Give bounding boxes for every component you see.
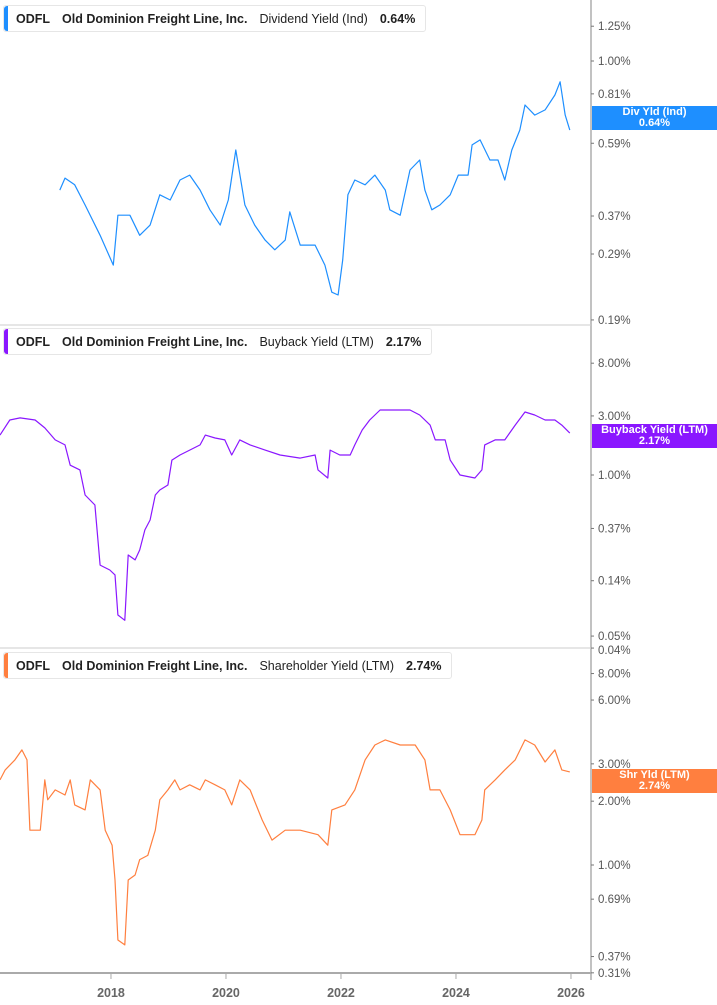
y-tick-label: 1.25% bbox=[598, 21, 631, 33]
metric-name: Shareholder Yield (LTM) bbox=[259, 658, 395, 673]
last-value-badge-buyback: Buyback Yield (LTM) 2.17% bbox=[592, 424, 717, 448]
dividend-yield-line bbox=[59, 81, 571, 296]
y-tick-label: 1.00% bbox=[598, 470, 631, 482]
y-tick-label: 3.00% bbox=[598, 411, 631, 423]
last-value-badge-dividend: Div Yld (Ind) 0.64% bbox=[592, 106, 717, 130]
series-color-marker bbox=[4, 653, 8, 678]
y-tick-label: 0.37% bbox=[598, 523, 631, 535]
y-tick-label: 3.00% bbox=[598, 759, 631, 771]
badge-value: 0.64% bbox=[638, 117, 671, 129]
y-tick-label: 6.00% bbox=[598, 695, 631, 707]
y-tick-label: 0.37% bbox=[598, 211, 631, 223]
y-tick-label: 0.29% bbox=[598, 249, 631, 261]
y-tick-label: 0.14% bbox=[598, 576, 631, 588]
metric-name: Buyback Yield (LTM) bbox=[259, 334, 374, 349]
company-name: Old Dominion Freight Line, Inc. bbox=[62, 334, 248, 349]
x-tick-label: 2020 bbox=[212, 986, 240, 1000]
y-tick-label: 1.00% bbox=[598, 56, 631, 68]
y-tick-label: 1.00% bbox=[598, 860, 631, 872]
x-tick-label: 2022 bbox=[327, 986, 355, 1000]
badge-value: 2.74% bbox=[638, 780, 671, 792]
metric-name: Dividend Yield (Ind) bbox=[259, 11, 368, 26]
panel-header-dividend: ODFL Old Dominion Freight Line, Inc. Div… bbox=[3, 5, 427, 32]
buyback-yield-line bbox=[0, 409, 571, 621]
metric-value: 2.17% bbox=[385, 334, 422, 349]
y-tick-label: 0.59% bbox=[598, 138, 631, 150]
x-tick-label: 2024 bbox=[442, 986, 470, 1000]
metric-value: 2.74% bbox=[406, 658, 442, 673]
y-tick-label: 8.00% bbox=[598, 669, 631, 681]
y-tick-label: 0.19% bbox=[598, 315, 631, 327]
badge-title: Div Yld (Ind) bbox=[622, 106, 687, 118]
y-tick-label: 2.00% bbox=[598, 796, 631, 808]
badge-title: Buyback Yield (LTM) bbox=[601, 424, 708, 436]
badge-title: Shr Yld (LTM) bbox=[619, 769, 690, 781]
y-tick-label: 8.00% bbox=[598, 358, 631, 370]
y-tick-label: 0.81% bbox=[598, 89, 631, 101]
x-tick-label: 2018 bbox=[97, 986, 125, 1000]
y-tick-label: 0.69% bbox=[598, 894, 631, 906]
panel-header-buyback: ODFL Old Dominion Freight Line, Inc. Buy… bbox=[3, 328, 433, 355]
company-name: Old Dominion Freight Line, Inc. bbox=[62, 11, 248, 26]
company-name: Old Dominion Freight Line, Inc. bbox=[62, 658, 248, 673]
series-color-marker bbox=[4, 329, 8, 354]
ticker: ODFL bbox=[16, 334, 51, 349]
y-tick-label: 0.04% bbox=[598, 645, 631, 657]
y-tick-label: 0.05% bbox=[598, 631, 631, 643]
panel-header-shareholder: ODFL Old Dominion Freight Line, Inc. Sha… bbox=[3, 652, 453, 679]
metric-value: 0.64% bbox=[379, 11, 416, 26]
ticker: ODFL bbox=[16, 11, 51, 26]
ticker: ODFL bbox=[16, 658, 51, 673]
series-color-marker bbox=[4, 6, 8, 31]
y-tick-label: 0.37% bbox=[598, 952, 631, 964]
badge-value: 2.17% bbox=[638, 435, 671, 447]
last-value-badge-shareholder: Shr Yld (LTM) 2.74% bbox=[592, 769, 717, 793]
y-tick-label: 0.31% bbox=[598, 968, 631, 980]
shareholder-yield-line bbox=[0, 739, 570, 946]
x-tick-label: 2026 bbox=[557, 986, 585, 1000]
